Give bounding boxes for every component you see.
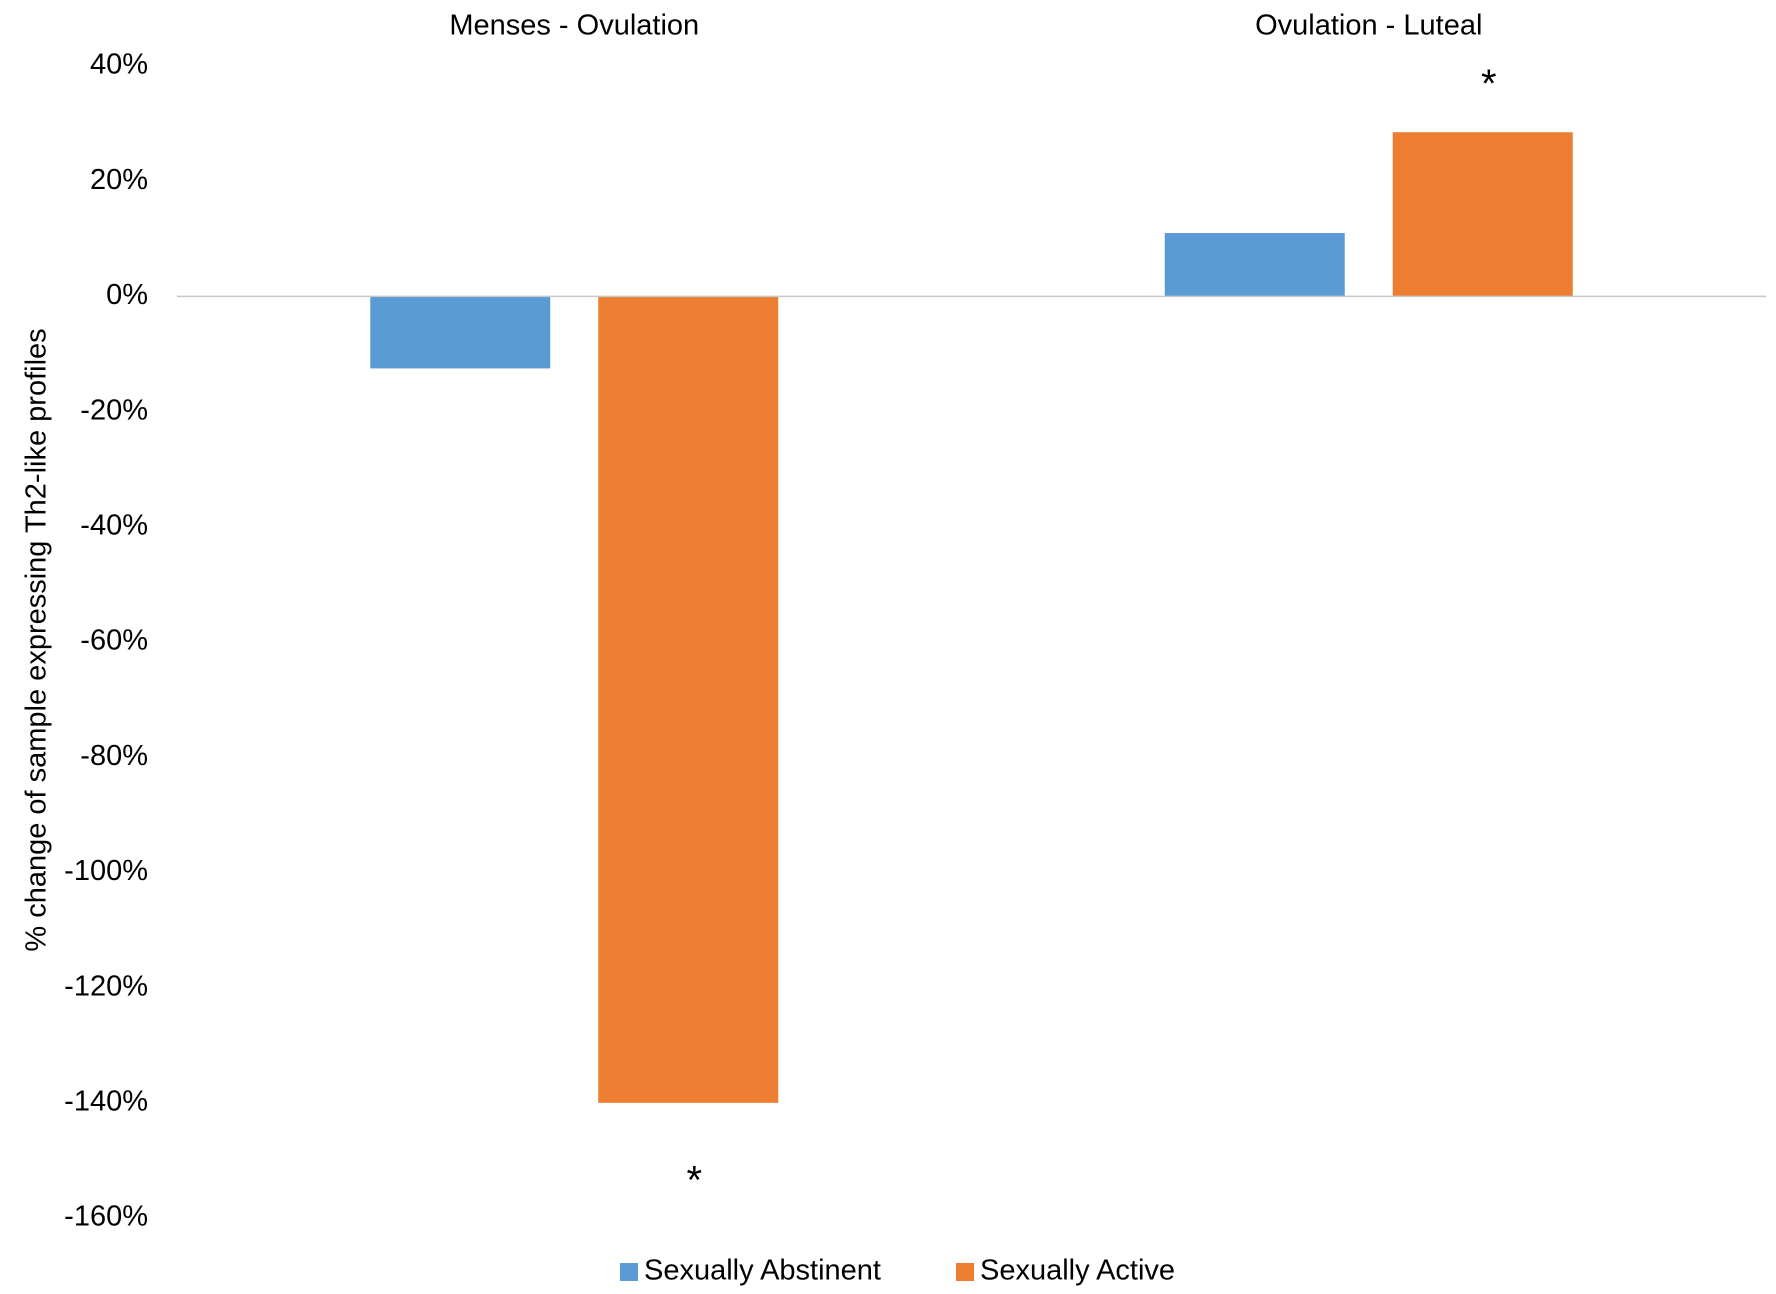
y-tick-label: -140% bbox=[64, 1085, 148, 1117]
bars bbox=[370, 132, 1573, 1103]
category-label: Menses - Ovulation bbox=[449, 10, 699, 42]
legend: Sexually Abstinent Sexually Active bbox=[620, 1255, 1175, 1287]
significance-asterisk: * bbox=[686, 1158, 702, 1202]
y-tick-label: -20% bbox=[80, 394, 148, 426]
y-tick-label: -40% bbox=[80, 509, 148, 541]
legend-label: Sexually Active bbox=[980, 1255, 1175, 1287]
y-tick-label: 0% bbox=[106, 279, 148, 311]
y-tick-label: -160% bbox=[64, 1201, 148, 1233]
y-tick-label: -80% bbox=[80, 740, 148, 772]
bar bbox=[598, 296, 779, 1103]
y-tick-label: -60% bbox=[80, 625, 148, 657]
bar bbox=[1392, 132, 1573, 297]
y-tick-label: -120% bbox=[64, 970, 148, 1002]
bar bbox=[370, 296, 551, 369]
y-tick-label: 20% bbox=[90, 164, 148, 196]
y-tick-label: 40% bbox=[90, 49, 148, 81]
legend-swatch bbox=[956, 1263, 974, 1281]
significance-annotations: ** bbox=[686, 62, 1496, 1203]
legend-swatch bbox=[620, 1263, 638, 1281]
legend-label: Sexually Abstinent bbox=[644, 1255, 881, 1287]
y-axis-title: % change of sample expressing Th2-like p… bbox=[21, 328, 53, 951]
y-tick-label: -100% bbox=[64, 855, 148, 887]
y-axis-title-group: % change of sample expressing Th2-like p… bbox=[21, 328, 53, 951]
y-axis-ticks: 40% 20% 0% -20% -40% -60% -80% -100% -120% -140% -… bbox=[64, 49, 148, 1233]
bar bbox=[1164, 233, 1345, 297]
category-label: Ovulation - Luteal bbox=[1255, 10, 1482, 42]
significance-asterisk: * bbox=[1481, 62, 1497, 106]
category-labels: Menses - Ovulation Ovulation - Luteal bbox=[449, 10, 1482, 42]
